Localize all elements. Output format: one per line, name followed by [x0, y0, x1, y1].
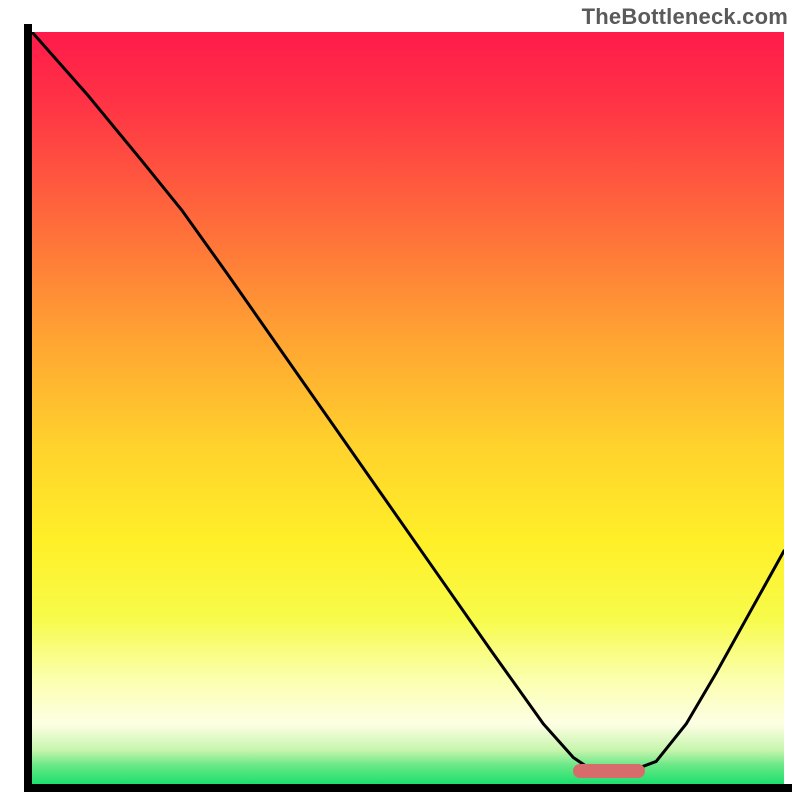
bottleneck-curve: [32, 32, 784, 784]
x-axis-border: [24, 784, 792, 792]
y-axis-border: [24, 24, 32, 792]
optimal-range-marker: [573, 764, 644, 778]
watermark-text: TheBottleneck.com: [582, 4, 788, 30]
plot-area: [32, 32, 784, 784]
